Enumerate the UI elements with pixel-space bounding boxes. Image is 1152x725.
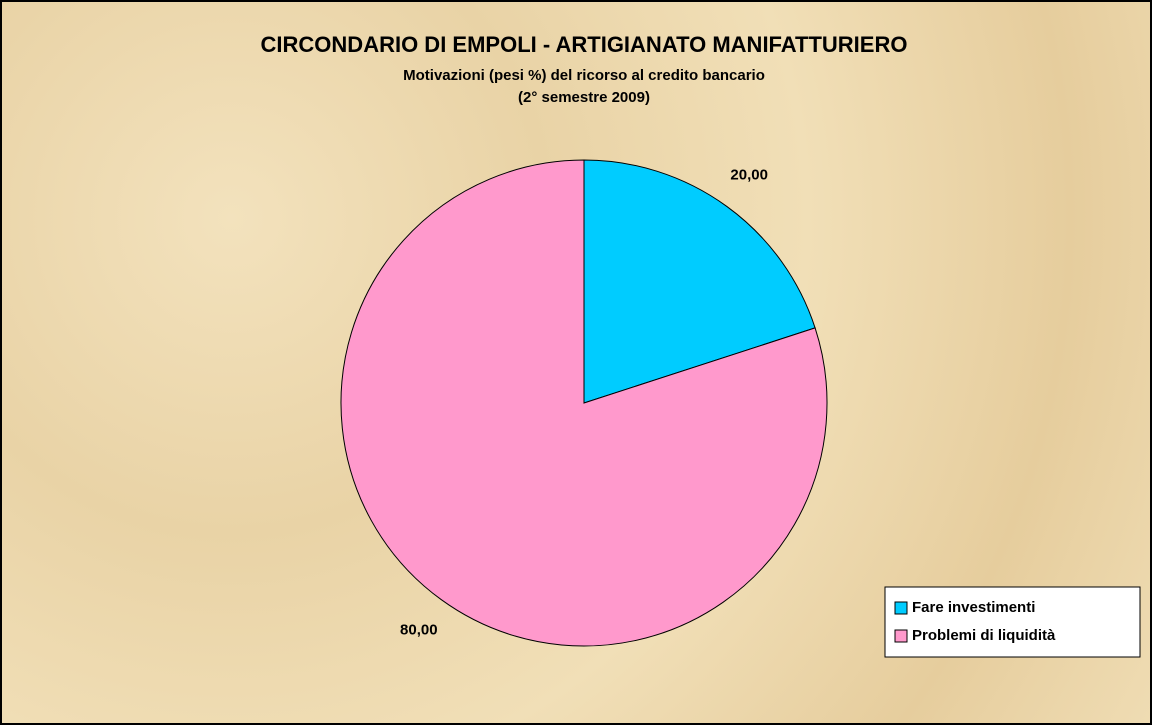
chart-subtitle: Motivazioni (pesi %) del ricorso al cred…	[403, 67, 765, 84]
legend-box	[884, 586, 1141, 658]
legend-label: Fare investimenti	[912, 599, 1035, 616]
data-label: 80,00	[400, 621, 438, 638]
legend-label: Problemi di liquidità	[912, 627, 1056, 644]
legend-swatch	[894, 601, 908, 615]
data-label: 20,00	[730, 167, 768, 184]
chart-subtitle: (2° semestre 2009)	[518, 89, 650, 106]
chart-title: CIRCONDARIO DI EMPOLI - ARTIGIANATO MANI…	[261, 32, 908, 57]
pie-slice	[583, 159, 816, 404]
legend-swatch	[894, 629, 908, 643]
pie-slice	[340, 159, 828, 647]
